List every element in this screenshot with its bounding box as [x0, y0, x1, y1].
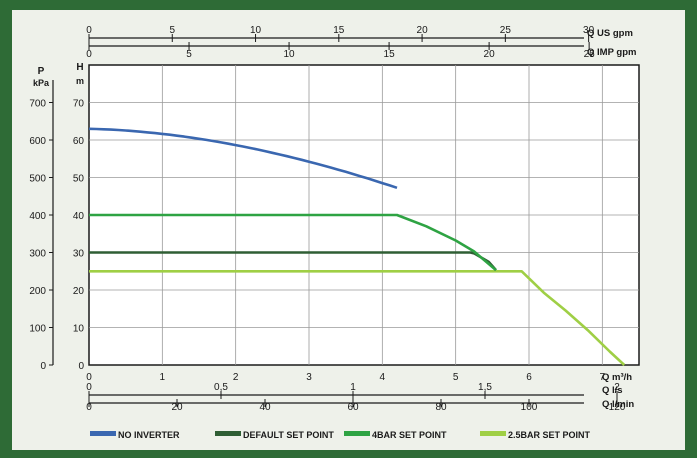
usgpm-tick-label: 30	[583, 25, 595, 36]
m3h-tick-label: 1	[160, 372, 166, 383]
h-tick-label: 70	[73, 99, 85, 110]
ls-tick-label: 0,5	[214, 382, 228, 393]
legend-label: DEFAULT SET POINT	[243, 430, 334, 440]
impgpm-tick-label: 25	[584, 49, 596, 60]
m3h-tick-label: 5	[453, 372, 459, 383]
p-tick-label: 500	[29, 174, 46, 185]
p-axis-label: P	[38, 66, 45, 77]
series-layer	[88, 127, 626, 366]
m3h-tick-label: 0	[86, 372, 92, 383]
h-tick-label: 60	[73, 136, 85, 147]
m3h-axis-label: Q m³/h	[602, 372, 632, 383]
legend-swatch	[215, 431, 241, 436]
usgpm-tick-label: 25	[500, 25, 512, 36]
h-tick-label: 40	[73, 211, 85, 222]
series-line	[89, 213, 497, 272]
legend-label: NO INVERTER	[118, 430, 180, 440]
impgpm-tick-label: 15	[384, 49, 396, 60]
usgpm-tick-label: 0	[86, 25, 92, 36]
usgpm-tick-label: 10	[250, 25, 262, 36]
pump-curve-chart: 0100200300400500600700PkPa01020304050607…	[29, 25, 640, 440]
series-line	[89, 270, 626, 366]
impgpm-tick-label: 20	[484, 49, 496, 60]
h-axis-unit: m	[76, 76, 84, 86]
lmin-tick-label: 0	[86, 402, 92, 413]
p-tick-label: 600	[29, 136, 46, 147]
legend-swatch	[90, 431, 116, 436]
axes-layer: 0100200300400500600700PkPa01020304050607…	[29, 25, 636, 413]
usgpm-tick-label: 5	[169, 25, 175, 36]
m3h-tick-label: 4	[380, 372, 386, 383]
h-tick-label: 30	[73, 249, 85, 260]
usgpm-tick-label: 20	[417, 25, 429, 36]
ls-tick-label: 1,5	[478, 382, 492, 393]
h-tick-label: 0	[78, 361, 84, 372]
legend-label: 2.5BAR SET POINT	[508, 430, 591, 440]
p-tick-label: 700	[29, 99, 46, 110]
impgpm-tick-label: 0	[86, 49, 92, 60]
h-tick-label: 50	[73, 174, 85, 185]
ls-axis-label: Q l/s	[602, 385, 623, 396]
lmin-tick-label: 60	[347, 402, 359, 413]
m3h-tick-label: 3	[306, 372, 312, 383]
lmin-tick-label: 20	[171, 402, 183, 413]
p-tick-label: 400	[29, 211, 46, 222]
h-tick-label: 20	[73, 286, 85, 297]
m3h-tick-label: 6	[526, 372, 532, 383]
h-tick-label: 10	[73, 324, 85, 335]
lmin-tick-label: 40	[259, 402, 271, 413]
p-tick-label: 0	[40, 361, 46, 372]
lmin-axis-label: Q l/min	[602, 399, 634, 410]
p-tick-label: 200	[29, 286, 46, 297]
legend-label: 4BAR SET POINT	[372, 430, 447, 440]
m3h-tick-label: 2	[233, 372, 239, 383]
ls-tick-label: 0	[86, 382, 92, 393]
usgpm-axis-label: Q US gpm	[587, 28, 633, 39]
p-tick-label: 300	[29, 249, 46, 260]
legend: NO INVERTER DEFAULT SET POINT 4BAR SET POI…	[90, 430, 591, 440]
p-axis-unit: kPa	[33, 78, 50, 88]
h-axis-label: H	[76, 62, 83, 73]
m3h-tick-label: 7	[600, 372, 606, 383]
p-tick-label: 100	[29, 324, 46, 335]
legend-swatch	[480, 431, 506, 436]
lmin-tick-label: 80	[435, 402, 447, 413]
impgpm-tick-label: 5	[186, 49, 192, 60]
impgpm-tick-label: 10	[283, 49, 295, 60]
ls-tick-label: 1	[350, 382, 356, 393]
lmin-tick-label: 120	[609, 402, 626, 413]
usgpm-tick-label: 15	[333, 25, 345, 36]
ls-tick-label: 2	[614, 382, 620, 393]
lmin-tick-label: 100	[521, 402, 538, 413]
legend-swatch	[344, 431, 370, 436]
impgpm-axis-label: Q IMP gpm	[587, 47, 636, 58]
series-line	[88, 127, 398, 190]
